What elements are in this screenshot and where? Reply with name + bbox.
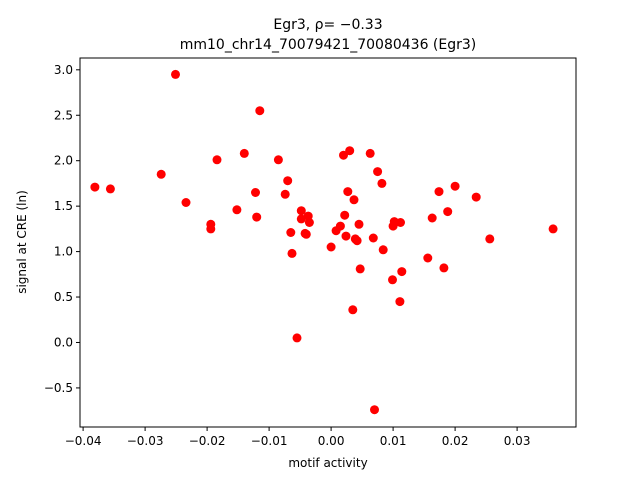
x-tick-label: 0.03 <box>504 434 531 448</box>
data-point <box>348 305 358 315</box>
data-point <box>340 210 350 220</box>
x-tick-label: −0.03 <box>127 434 164 448</box>
y-tick-label: −0.5 <box>44 381 73 395</box>
data-point <box>450 181 460 191</box>
data-point <box>252 212 262 222</box>
data-point <box>548 224 558 234</box>
data-point <box>255 106 265 116</box>
data-point <box>304 218 314 227</box>
data-points <box>90 69 558 415</box>
data-point <box>251 188 260 197</box>
data-point <box>296 214 306 224</box>
x-tick-label: 0.00 <box>318 434 345 448</box>
data-point <box>326 242 336 252</box>
data-point <box>296 206 306 216</box>
y-tick-label: 2.5 <box>54 108 73 122</box>
data-point <box>181 198 191 207</box>
data-point <box>354 219 364 229</box>
data-point <box>335 221 345 231</box>
data-point <box>485 234 495 244</box>
data-point <box>273 155 283 165</box>
x-axis-label: motif activity <box>288 456 367 470</box>
data-point <box>352 236 362 246</box>
data-point <box>212 155 222 165</box>
y-tick-label: 1.0 <box>54 245 73 259</box>
data-point <box>365 148 375 158</box>
chart-title-line2: mm10_chr14_70079421_70080436 (Egr3) <box>180 37 477 53</box>
data-point <box>206 224 216 234</box>
y-tick-label: 0.5 <box>54 290 73 304</box>
y-tick-label: 1.5 <box>54 199 73 213</box>
data-point <box>378 245 388 255</box>
data-point <box>397 267 407 277</box>
y-tick-label: 3.0 <box>54 63 73 77</box>
data-point <box>232 205 242 215</box>
data-point <box>355 264 365 274</box>
data-point <box>339 150 348 160</box>
data-point <box>156 169 166 179</box>
y-axis-label: signal at CRE (ln) <box>15 190 29 294</box>
data-point <box>370 405 379 415</box>
data-point <box>283 176 293 186</box>
data-point <box>341 231 351 241</box>
data-point <box>396 218 405 227</box>
x-tick-label: −0.01 <box>251 434 288 448</box>
chart-title-line1: Egr3, ρ= −0.33 <box>273 17 382 33</box>
data-point <box>377 178 387 188</box>
data-point <box>368 233 378 243</box>
data-point <box>239 148 249 158</box>
y-tick-label: 2.0 <box>54 154 73 168</box>
data-point <box>388 275 397 285</box>
data-point <box>427 213 437 223</box>
data-point <box>349 195 359 205</box>
data-point <box>434 187 444 197</box>
x-axis: −0.04 −0.03 −0.02 −0.01 0.00 0.01 0.02 0.03 <box>65 427 531 448</box>
data-point <box>301 229 311 239</box>
data-point <box>345 146 355 156</box>
data-point <box>287 248 297 258</box>
data-point <box>280 189 290 199</box>
plot-frame <box>79 57 577 428</box>
data-point <box>471 192 481 202</box>
data-point <box>292 333 302 343</box>
y-tick-label: 0.0 <box>54 335 73 349</box>
x-tick-label: 0.01 <box>380 434 407 448</box>
data-point <box>423 253 433 263</box>
data-point <box>343 187 353 197</box>
data-point <box>443 207 453 217</box>
data-point <box>439 263 449 273</box>
x-tick-label: 0.02 <box>442 434 469 448</box>
data-point <box>373 167 383 177</box>
data-point <box>171 69 180 79</box>
data-point <box>105 184 115 194</box>
x-tick-label: −0.02 <box>189 434 226 448</box>
data-point <box>286 228 296 237</box>
y-axis: −0.5 0.0 0.5 1.0 1.5 2.0 2.5 3.0 <box>44 63 80 395</box>
x-tick-label: −0.04 <box>65 434 102 448</box>
data-point <box>90 182 100 192</box>
data-point <box>395 297 405 307</box>
